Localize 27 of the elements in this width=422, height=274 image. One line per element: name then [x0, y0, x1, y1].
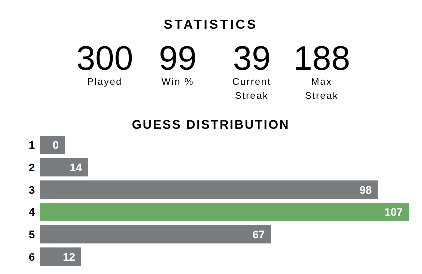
data-label: 0 — [52, 140, 59, 152]
category-label: Current Streak — [232, 77, 272, 102]
bar — [40, 225, 272, 244]
data-label: 300 — [76, 40, 134, 78]
y-tick-label: 3 — [28, 184, 36, 197]
y-tick-label: 4 — [28, 207, 36, 220]
data-label: 98 — [360, 184, 372, 197]
data-label: 14 — [70, 162, 84, 174]
category-label: Max Streak — [305, 77, 339, 102]
data-label: 67 — [252, 230, 266, 242]
bar — [40, 203, 409, 222]
data-label: 107 — [384, 207, 403, 220]
text: STATISTICS — [164, 17, 258, 32]
y-tick-label: 1 — [28, 140, 36, 152]
data-label: 188 — [294, 40, 350, 78]
y-tick-label: 5 — [28, 230, 36, 242]
y-tick-label: 2 — [28, 162, 36, 174]
y-tick-label: 6 — [28, 252, 36, 264]
bar — [40, 180, 378, 199]
bar — [40, 248, 82, 266]
data-label: 12 — [63, 252, 76, 264]
category-label: Played — [87, 77, 123, 88]
data-label: 39 — [233, 40, 271, 78]
chart-title: GUESS DISTRIBUTION — [132, 118, 290, 132]
category-label: Win % — [162, 77, 194, 88]
data-label: 99 — [159, 40, 197, 78]
bar — [40, 158, 88, 177]
